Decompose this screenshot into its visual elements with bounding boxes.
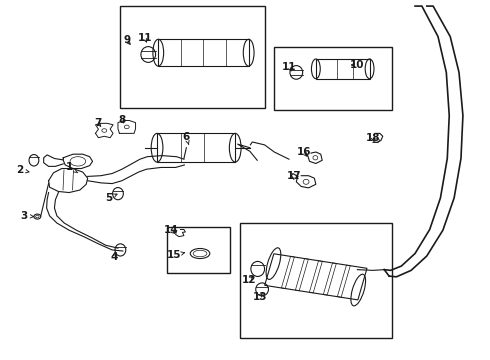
Text: 11: 11 (282, 62, 296, 72)
Text: 5: 5 (105, 193, 117, 203)
Text: 12: 12 (242, 275, 256, 285)
Text: 1: 1 (66, 162, 78, 173)
Text: 6: 6 (183, 132, 190, 145)
Text: 8: 8 (118, 115, 125, 125)
Text: 16: 16 (296, 147, 311, 157)
Text: 9: 9 (123, 35, 130, 45)
Text: 17: 17 (287, 171, 301, 181)
Text: 10: 10 (350, 59, 365, 69)
Text: 3: 3 (21, 211, 34, 221)
Text: 13: 13 (252, 292, 267, 302)
Text: 4: 4 (110, 252, 118, 262)
Text: 18: 18 (366, 133, 380, 143)
Text: 7: 7 (94, 118, 101, 128)
Text: 11: 11 (138, 33, 152, 43)
Text: 15: 15 (167, 250, 185, 260)
Text: 14: 14 (164, 225, 178, 235)
Text: 2: 2 (16, 165, 29, 175)
